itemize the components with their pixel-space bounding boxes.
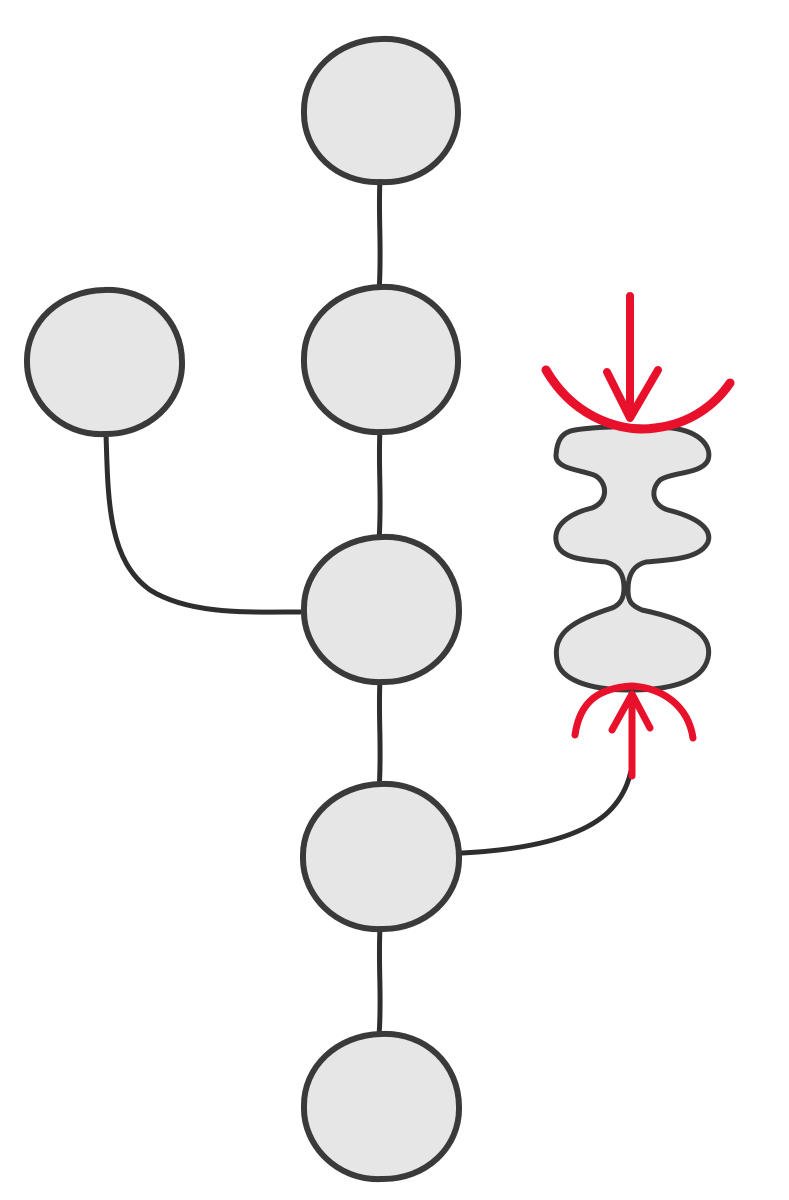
- commit-node-merge: [300, 533, 463, 686]
- commit-nodes: [23, 35, 463, 1183]
- edge-branch-point-to-root: [376, 925, 383, 1038]
- commit-node-top: [300, 35, 461, 186]
- arrow-up-head-icon: [608, 690, 654, 734]
- bottom-pressure-arc: [571, 682, 697, 742]
- bottom-compression-arrow: [571, 682, 697, 780]
- commit-node-branch-point: [299, 780, 463, 933]
- top-pressure-arc: [541, 365, 735, 434]
- edge-top-to-main-2: [376, 177, 383, 295]
- compression-indicators: [541, 292, 735, 780]
- arrow-down-head-icon: [603, 366, 662, 422]
- edge-side-to-merge: [103, 430, 303, 615]
- commit-node-side-branch-tip: [23, 286, 186, 438]
- edge-merge-to-branch-point: [376, 677, 383, 793]
- edge-main-2-to-merge: [376, 427, 383, 543]
- top-compression-arrow: [541, 292, 735, 434]
- squashed-commit-group: [553, 424, 712, 693]
- squashed-commits-body: [553, 424, 712, 693]
- edge-branch-point-to-squashed: [459, 757, 635, 856]
- commit-node-root: [300, 1030, 463, 1183]
- commit-node-main-2: [300, 283, 462, 436]
